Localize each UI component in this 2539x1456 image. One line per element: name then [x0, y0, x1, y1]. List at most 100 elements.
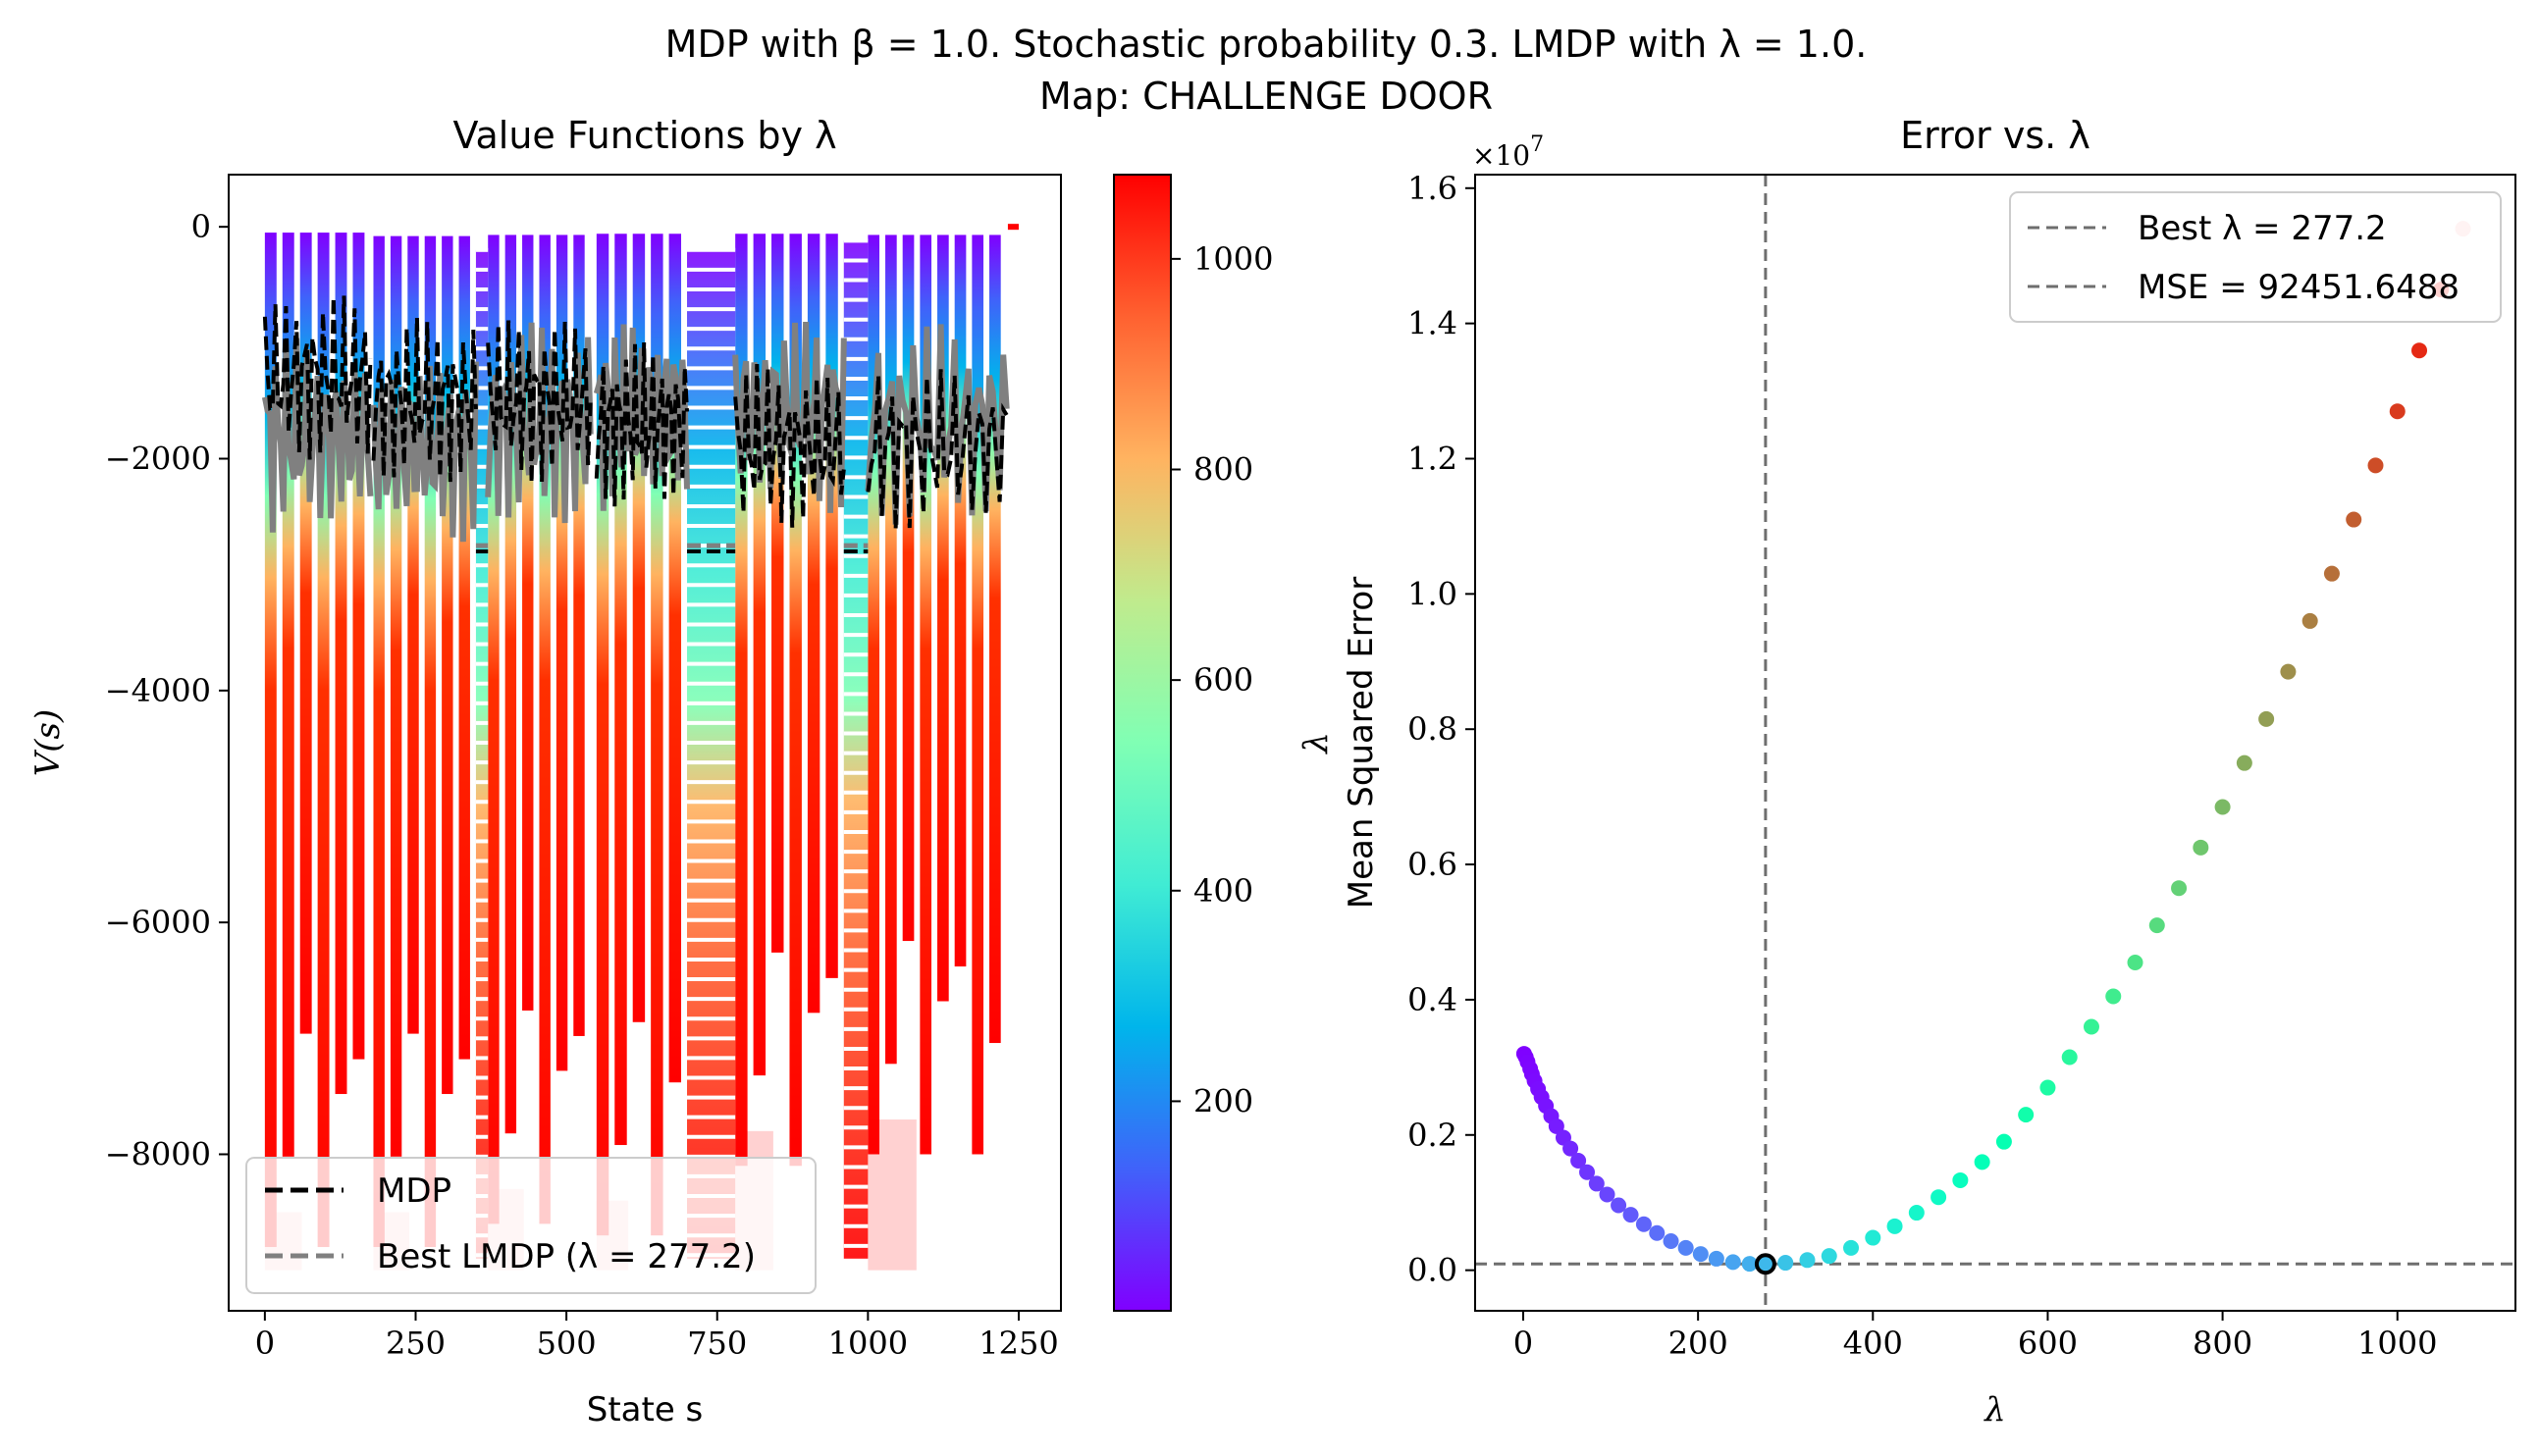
y-tick-label: 0.0 — [1407, 1252, 1457, 1289]
room-segment — [868, 234, 1001, 1271]
right-y-axis-label: Mean Squared Error — [1342, 577, 1381, 909]
value-column — [390, 235, 402, 1157]
colorbar-tick-label: 600 — [1193, 661, 1253, 699]
y-tick-label: −2000 — [105, 441, 211, 478]
scatter-point — [1741, 1256, 1758, 1273]
mdp-line — [733, 364, 846, 528]
right-chart-title: Error vs. λ — [1900, 114, 2090, 157]
scatter-point — [2061, 1049, 2078, 1066]
left-chart-title: Value Functions by λ — [452, 114, 836, 157]
right-y-axis-extra-label: λ — [1296, 732, 1336, 755]
value-column — [668, 234, 682, 1083]
value-column — [282, 233, 294, 1157]
value-column — [352, 233, 365, 1060]
right-axes-frame — [1474, 174, 2516, 1312]
right-x-axis-label: λ — [1983, 1390, 2006, 1430]
scatter-point — [2214, 799, 2231, 815]
right-plot-area — [1475, 175, 2515, 1311]
scatter-point — [2323, 565, 2340, 582]
y-tick-label: 0 — [191, 208, 211, 245]
scatter-point — [1843, 1239, 1860, 1256]
scatter-point — [2236, 754, 2252, 771]
value-column — [488, 234, 500, 1224]
scatter-point — [1821, 1248, 1837, 1265]
x-tick-label: 800 — [2193, 1325, 2252, 1362]
value-column — [424, 235, 437, 1248]
scatter-point — [2389, 403, 2406, 420]
x-tick-label: 200 — [1668, 1325, 1728, 1362]
scatter-point — [1708, 1250, 1724, 1267]
scatter-point — [2301, 612, 2318, 629]
mdp-line — [262, 295, 373, 460]
y-tick-label: 1.4 — [1407, 305, 1457, 342]
right-legend-box — [2009, 191, 2502, 323]
scatter-point — [1865, 1229, 1881, 1246]
right-offset-label: ×107 — [1472, 132, 1544, 172]
legend-mdp-label: MDP — [377, 1171, 451, 1211]
suptitle-line1: MDP with β = 1.0. Stochastic probability… — [665, 23, 1868, 66]
scatter-point — [2346, 511, 2362, 528]
left-legend: MDP Best LMDP (λ = 277.2) — [245, 1157, 817, 1294]
scatter-point — [1562, 1140, 1579, 1157]
y-tick-label: −8000 — [105, 1135, 211, 1172]
x-tick-label: 500 — [537, 1325, 597, 1362]
value-column — [442, 235, 453, 1095]
value-column — [972, 234, 984, 1155]
scatter-point — [2258, 710, 2275, 727]
y-tick-label: 1.0 — [1407, 575, 1457, 612]
scatter-point — [2367, 457, 2384, 474]
scatter-point — [2127, 955, 2143, 971]
scatter-point — [1635, 1216, 1652, 1232]
suptitle-line2: Map: CHALLENGE DOOR — [1039, 75, 1493, 118]
y-tick-label: 0.2 — [1407, 1117, 1457, 1154]
scatter-point — [1599, 1186, 1615, 1203]
value-column — [989, 234, 1001, 1044]
mdp-line — [371, 317, 478, 483]
offset-exponent: 7 — [1530, 132, 1544, 157]
value-column — [555, 234, 568, 1071]
value-column — [937, 234, 949, 1002]
scatter-point — [1777, 1255, 1794, 1272]
best-lmdp-line — [261, 338, 374, 533]
x-tick-label: 750 — [687, 1325, 747, 1362]
corridor-segment — [843, 238, 869, 1259]
scatter-point — [1799, 1252, 1816, 1269]
best-point-marker — [1754, 1253, 1776, 1275]
scatter-point — [1579, 1164, 1596, 1180]
right-y-axis: 0.0 0.2 0.4 0.6 0.8 1.0 1.2 1.4 1.6 — [1407, 170, 1475, 1289]
offset-base: ×10 — [1472, 139, 1530, 172]
scatter-point — [1611, 1197, 1627, 1214]
left-legend-box — [245, 1157, 817, 1294]
value-column — [753, 234, 767, 1076]
right-legend: Best λ = 277.2 MSE = 92451.6488 — [2009, 191, 2502, 323]
mdp-line — [486, 320, 593, 484]
corridor-segment — [687, 247, 736, 1259]
corridor-fill — [843, 240, 869, 1259]
x-tick-label: 600 — [2018, 1325, 2078, 1362]
value-column — [458, 235, 470, 1060]
scatter-point — [2193, 839, 2209, 856]
scatter-point — [1622, 1207, 1639, 1223]
x-tick-label: 1000 — [828, 1325, 908, 1362]
scatter-point — [1724, 1254, 1741, 1271]
colorbar-tick-label: 400 — [1193, 872, 1253, 910]
y-tick-label: 0.8 — [1407, 710, 1457, 748]
value-column — [868, 234, 880, 1155]
scatter-point — [1588, 1175, 1605, 1192]
value-column — [573, 234, 585, 1036]
x-tick-label: 1250 — [979, 1325, 1058, 1362]
scatter-point — [1952, 1171, 1969, 1188]
x-tick-label: 0 — [255, 1325, 275, 1362]
y-tick-label: 1.6 — [1407, 170, 1457, 207]
scatter-point — [1974, 1154, 1990, 1170]
colorbar-tick-label: 1000 — [1193, 240, 1273, 278]
scatter-point — [1570, 1152, 1587, 1169]
value-column — [335, 233, 347, 1095]
left-plot-area — [261, 224, 1019, 1271]
y-tick-label: 0.4 — [1407, 981, 1457, 1018]
scatter-point — [2148, 917, 2165, 934]
value-column — [954, 234, 967, 967]
value-column — [539, 234, 551, 1224]
colorbar: 200 400 600 800 1000 — [1113, 174, 1273, 1312]
scatter-point — [1649, 1224, 1666, 1241]
